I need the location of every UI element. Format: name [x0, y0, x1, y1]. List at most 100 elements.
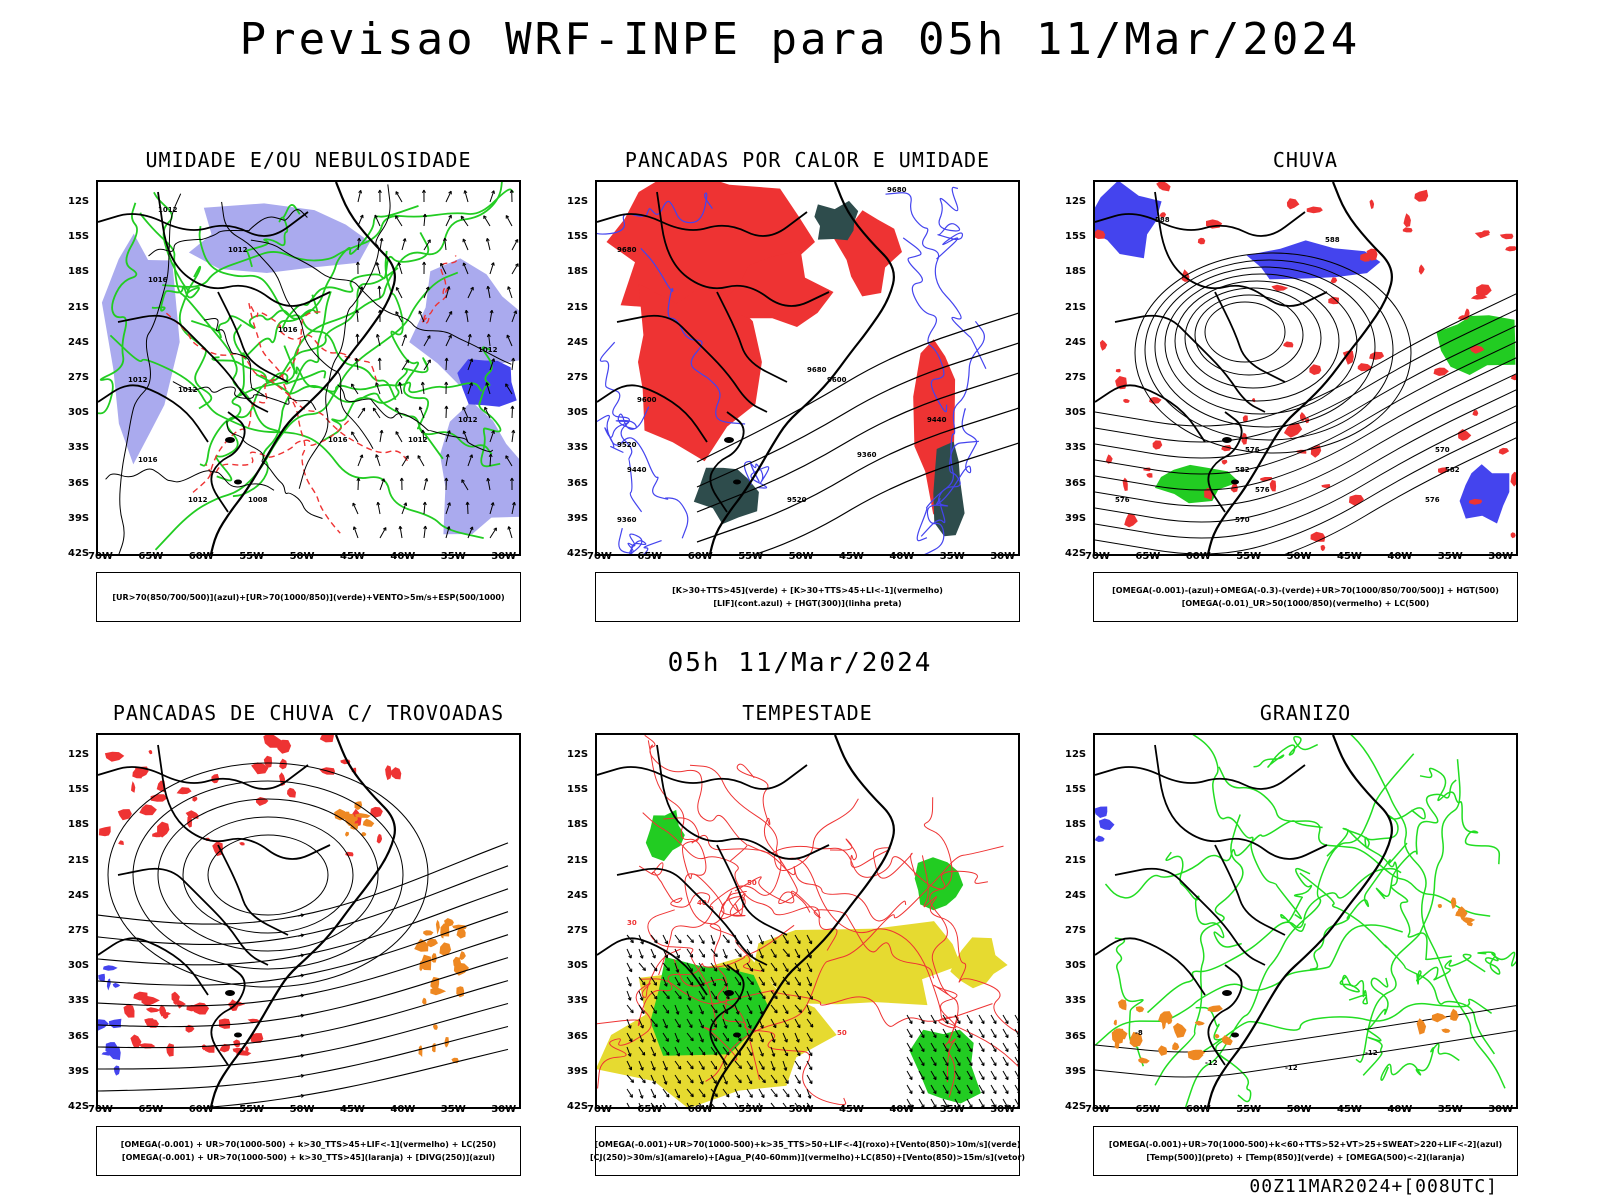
storm-area: [176, 1000, 186, 1009]
water-contour: [829, 838, 916, 879]
streamline: [98, 934, 509, 1007]
longitude-label: 45W: [340, 1104, 365, 1115]
coastline: [708, 182, 895, 554]
wind-vector: [698, 934, 705, 944]
light-rain-area: [1474, 232, 1490, 239]
wind-vector-head: [1017, 1063, 1018, 1066]
temp850-contour: [1362, 977, 1389, 1076]
wind-vector-head: [666, 995, 670, 1000]
wind-vector-head: [375, 454, 379, 458]
shaded-area: [440, 401, 519, 535]
wind-vector: [686, 1004, 693, 1014]
wind-vector-head: [448, 214, 452, 219]
wind-vector: [422, 382, 425, 395]
height-contour: [1284, 437, 1516, 554]
longitude-label: 55W: [239, 1104, 265, 1115]
country-border: [210, 964, 246, 1066]
contour-label: 570: [1435, 446, 1450, 454]
hail-area: [1214, 1033, 1220, 1039]
light-rain-area: [1418, 264, 1425, 275]
wind-vector-head: [653, 967, 658, 972]
wind-vector-head: [1017, 1091, 1018, 1094]
latitude-label: 42S: [1065, 1101, 1087, 1112]
storm-area: [98, 826, 111, 837]
wind-vector-head: [513, 310, 518, 314]
streamline: [157, 798, 379, 952]
wind-vector-head: [628, 968, 633, 973]
height-contour: [696, 372, 1018, 513]
longitude-label: 40W: [390, 551, 416, 562]
panel-title-tempestade: TEMPESTADE: [742, 701, 873, 725]
storm-area: [250, 1033, 264, 1043]
contour-label: 9680: [887, 186, 907, 194]
wind-vector-head: [690, 1065, 694, 1070]
wind-vector: [698, 976, 705, 986]
wind-vector: [794, 1018, 801, 1028]
wind-vector: [662, 1018, 668, 1029]
wind-vector-head: [445, 453, 450, 458]
wind-vector: [770, 1046, 775, 1057]
contour-label: 1016: [148, 276, 168, 284]
wind-vector: [686, 1060, 694, 1070]
latitude-label: 36S: [567, 477, 589, 489]
height-contour: [696, 342, 1018, 488]
temp850-contour: [1218, 766, 1491, 917]
map-canvas: -12 -12 -12 -8: [1095, 735, 1516, 1107]
light-rain-area: [1510, 532, 1516, 539]
wind-vector: [954, 1084, 961, 1094]
rain-area: [1459, 464, 1510, 524]
wind-vector: [487, 286, 491, 299]
light-rain-area: [1476, 284, 1492, 298]
wind-vector: [770, 1060, 775, 1071]
light-rain-area: [1204, 487, 1213, 501]
country-border: [709, 411, 745, 513]
wind-vector: [770, 1018, 777, 1028]
wind-vector: [758, 1046, 764, 1057]
wind-vector-head: [361, 407, 366, 412]
height-contour: [1174, 280, 1340, 402]
wind-vector-head: [957, 1034, 961, 1039]
wind-vector-head: [417, 455, 422, 459]
wind-vector: [638, 1046, 646, 1056]
wind-vector-head: [628, 1038, 633, 1043]
rain-area: [1246, 240, 1381, 280]
storm-area: [456, 927, 466, 939]
country-border: [1095, 937, 1206, 996]
country-border: [98, 211, 309, 237]
longitude-label: 30W: [491, 551, 517, 562]
hail-area: [1437, 904, 1443, 909]
wind-vector-head: [300, 913, 305, 918]
streamline: [207, 834, 329, 916]
wind-vector-head: [748, 1010, 753, 1015]
wind-vector-head: [945, 1104, 949, 1107]
wind-vector: [662, 962, 670, 971]
wind-vector: [423, 502, 426, 515]
wind-vector: [746, 1102, 751, 1107]
wind-vector-head: [735, 1011, 740, 1015]
wind-vector: [464, 190, 469, 203]
wind-vector: [662, 934, 668, 945]
streamline: [205, 1048, 509, 1107]
light-rain-area: [1469, 345, 1485, 354]
wind-vector: [372, 407, 381, 419]
wind-vector: [638, 976, 646, 986]
wind-vector: [650, 1046, 656, 1057]
lifted-index-contour: [597, 414, 689, 539]
wind-vector-head: [701, 1093, 706, 1098]
latitude-label: 30S: [1065, 407, 1087, 419]
wind-vector-head: [771, 1053, 776, 1057]
wind-vector: [445, 454, 449, 467]
wind-vector: [966, 1056, 973, 1066]
wind-vector-head: [700, 982, 705, 987]
pressure-contour: [203, 318, 265, 397]
wind-vector: [357, 407, 366, 419]
streamline: [107, 762, 429, 988]
wind-vector: [930, 1056, 937, 1066]
contour-label: 576: [1245, 446, 1260, 454]
light-rain-area: [1156, 182, 1171, 192]
latitude-label: 39S: [1065, 512, 1087, 524]
wind-vector: [674, 1032, 680, 1043]
wind-vector-head: [355, 309, 360, 314]
latitude-label: 39S: [68, 512, 90, 524]
wind-vector-head: [447, 502, 451, 506]
